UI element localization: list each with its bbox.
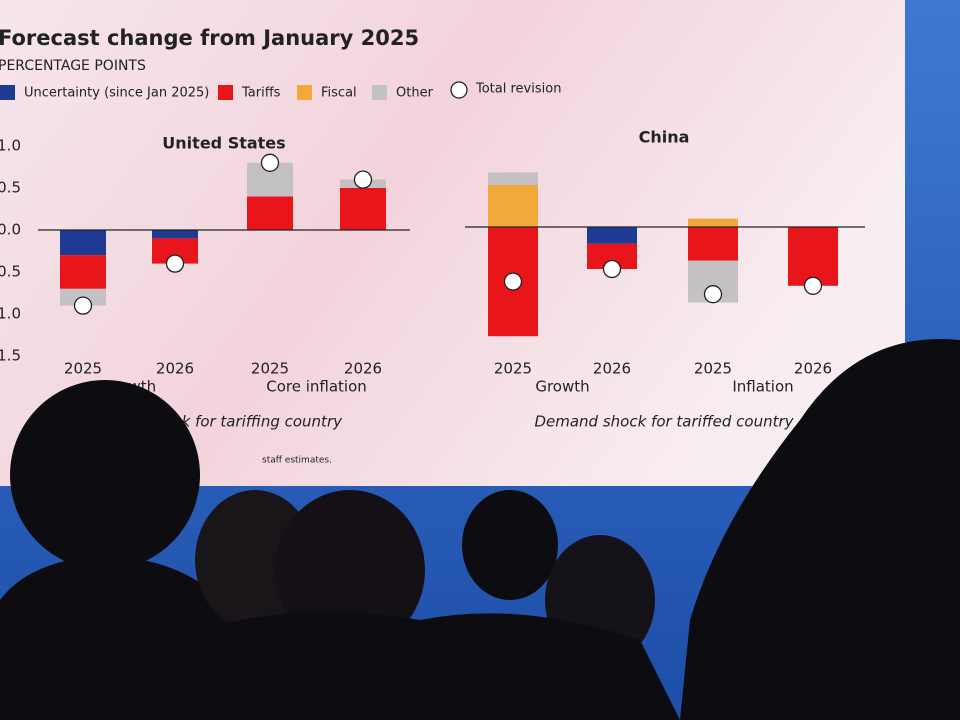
total-marker <box>165 254 185 273</box>
head <box>462 490 558 600</box>
bar-segment <box>587 227 637 244</box>
y-tick-label: -0.5 <box>0 263 21 281</box>
legend-swatch <box>372 85 387 100</box>
audience <box>0 339 960 720</box>
x-tick-label: 2026 <box>593 360 631 378</box>
total-marker <box>602 259 622 279</box>
bar-segment <box>60 230 106 256</box>
chart-title: Forecast change from January 2025 <box>0 26 419 50</box>
x-tick-label: 2025 <box>64 360 102 378</box>
group-label: Core inflation <box>266 378 367 396</box>
total-marker <box>260 153 280 172</box>
bar-segment <box>688 218 738 227</box>
total-marker <box>803 276 823 295</box>
y-tick-label: -1.0 <box>0 305 21 323</box>
panel-note: Demand shock for tariffed country <box>534 413 794 431</box>
total-marker <box>703 285 723 304</box>
y-tick-label: -1.5 <box>0 347 21 365</box>
source: staff estimates. <box>262 456 332 466</box>
head <box>275 490 425 650</box>
legend-label: Other <box>396 86 434 101</box>
group-label: Growth <box>535 378 589 396</box>
legend-label: Total revision <box>475 82 561 97</box>
group-label: Inflation <box>732 378 793 396</box>
chart-subtitle: PERCENTAGE POINTS <box>0 58 146 74</box>
head <box>680 339 960 720</box>
x-tick-label: 2026 <box>344 360 382 378</box>
bar-segment <box>488 185 538 227</box>
head <box>10 380 200 570</box>
x-tick-label: 2025 <box>694 360 732 378</box>
x-tick-label: 2026 <box>794 360 832 378</box>
legend-label: Tariffs <box>241 86 281 101</box>
y-tick-label: 0.0 <box>0 221 21 239</box>
legend-swatch <box>0 85 15 100</box>
bar-segment <box>152 230 198 239</box>
legend-label: Uncertainty (since Jan 2025) <box>24 86 209 101</box>
bar-segment <box>60 255 106 289</box>
legend-label: Fiscal <box>321 86 357 101</box>
plot: Uncertainty (since Jan 2025) Tariffs Fisca… <box>0 81 865 431</box>
bar-segment <box>688 227 738 261</box>
bodies <box>180 612 680 720</box>
bar-segment <box>788 227 838 286</box>
x-tick-label: 2025 <box>251 360 289 378</box>
panel-title: China <box>639 128 690 147</box>
legend-swatch <box>218 85 233 100</box>
panel-title: United States <box>162 134 285 153</box>
x-tick-label: 2026 <box>156 360 194 378</box>
panel-note: k for tariffing country <box>182 413 344 431</box>
x-tick-label: 2025 <box>494 360 532 378</box>
legend-swatch <box>297 85 312 100</box>
bar-segment <box>340 188 386 230</box>
legend-swatch <box>450 81 468 99</box>
bar-segment <box>488 172 538 185</box>
y-tick-label: 1.0 <box>0 137 21 155</box>
total-marker <box>503 272 523 291</box>
bar-segment <box>247 196 293 230</box>
total-marker <box>73 296 93 315</box>
total-marker <box>353 170 373 189</box>
y-tick-label: 0.5 <box>0 179 21 197</box>
